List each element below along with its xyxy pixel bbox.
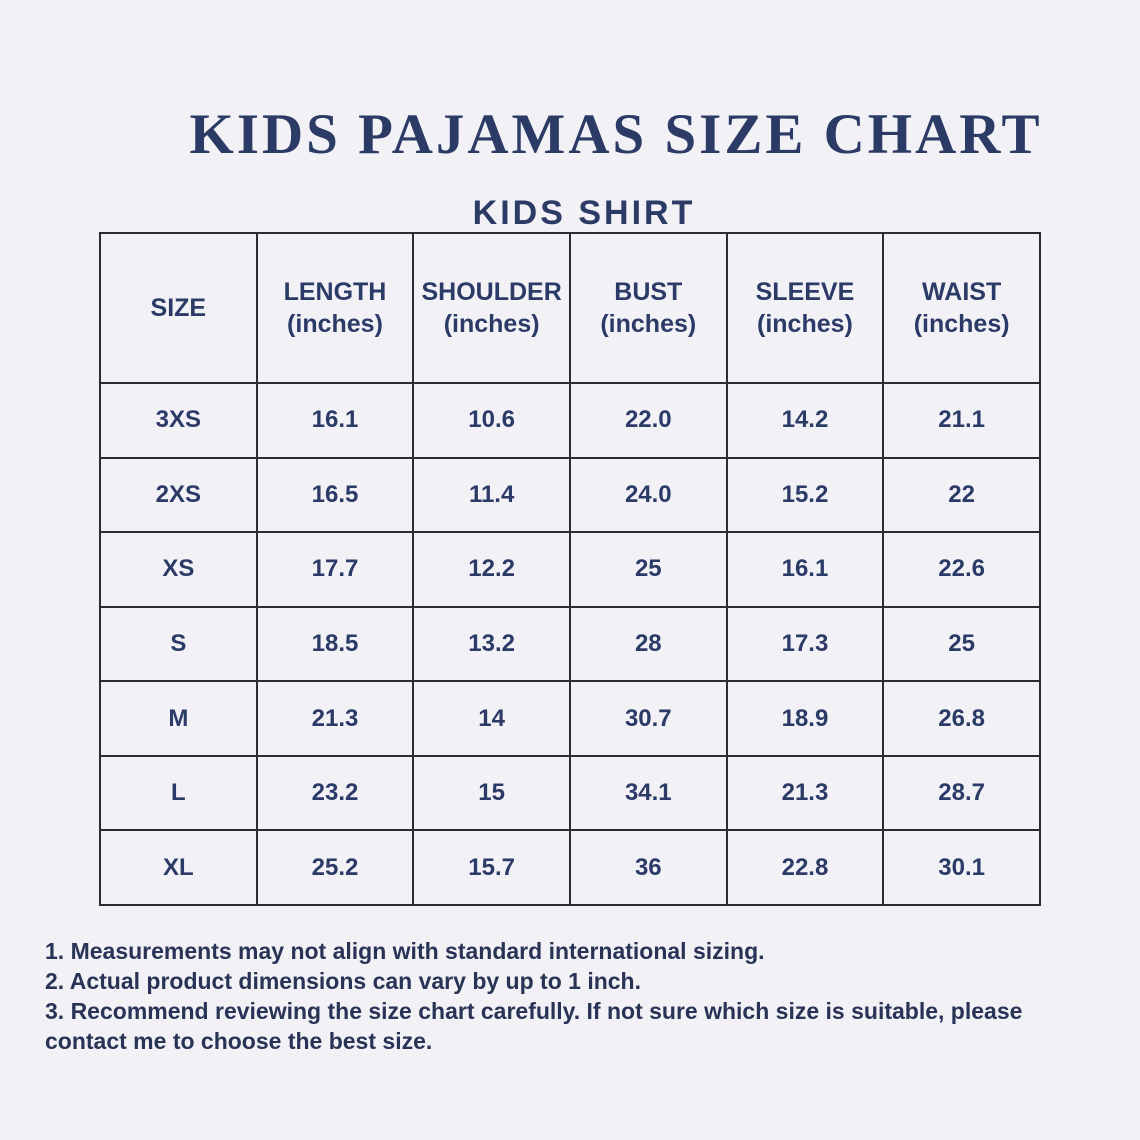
page-title: KIDS PAJAMAS SIZE CHART (189, 103, 1043, 167)
column-unit: (inches) (913, 310, 1010, 338)
sleeve-cell: 22.8 (725, 829, 885, 906)
table-row-xl: XL 25.2 15.7 36 22.8 30.1 (99, 829, 1041, 906)
shoulder-cell: 13.2 (412, 605, 571, 683)
size-cell: M (99, 680, 258, 757)
waist-cell: 30.1 (882, 829, 1041, 906)
column-header-length: LENGTH (inches) (255, 232, 415, 384)
sleeve-cell: 18.9 (725, 680, 885, 757)
length-cell: 18.5 (255, 605, 415, 683)
column-label: SIZE (150, 293, 207, 322)
column-header-bust: BUST (inches) (568, 232, 728, 384)
note-1: 1. Measurements may not align with stand… (45, 938, 765, 964)
bust-cell: 36 (568, 829, 728, 906)
size-cell: XL (99, 829, 258, 906)
length-cell: 21.3 (255, 680, 415, 757)
bust-cell: 25 (568, 531, 728, 608)
column-header-waist: WAIST (inches) (882, 232, 1041, 384)
table-row-3xs: 3XS 16.1 10.6 22.0 14.2 21.1 (99, 382, 1041, 459)
size-chart-body: 3XS 16.1 10.6 22.0 14.2 21.1 2XS 16.5 11… (99, 382, 1041, 906)
column-unit: (inches) (287, 310, 383, 338)
page-subtitle: KIDS SHIRT (472, 194, 696, 233)
size-cell: 3XS (99, 382, 258, 459)
size-cell: L (99, 754, 258, 832)
column-label: WAIST (922, 277, 1002, 306)
table-row-xs: XS 17.7 12.2 25 16.1 22.6 (99, 531, 1041, 608)
column-unit: (inches) (757, 310, 853, 338)
length-cell: 23.2 (255, 754, 415, 832)
column-unit: (inches) (600, 310, 697, 338)
waist-cell: 22 (882, 456, 1041, 534)
sleeve-cell: 15.2 (725, 456, 885, 534)
bust-cell: 22.0 (568, 382, 728, 459)
header-row: SIZE LENGTH (inches) SHOULDER (inches) B… (99, 232, 1041, 384)
column-header-size: SIZE (99, 232, 258, 384)
note-3: 3. Recommend reviewing the size chart ca… (45, 998, 1023, 1054)
table-row-m: M 21.3 14 30.7 18.9 26.8 (99, 680, 1041, 757)
sleeve-cell: 14.2 (725, 382, 885, 459)
bust-cell: 34.1 (568, 754, 728, 832)
size-chart-table: SIZE LENGTH (inches) SHOULDER (inches) B… (99, 232, 1041, 906)
shoulder-cell: 15 (412, 754, 571, 832)
bust-cell: 28 (568, 605, 728, 683)
size-cell: XS (99, 531, 258, 608)
waist-cell: 22.6 (882, 531, 1041, 608)
column-header-shoulder: SHOULDER (inches) (412, 232, 571, 384)
column-label: SLEEVE (755, 277, 855, 306)
sleeve-cell: 16.1 (725, 531, 885, 608)
shoulder-cell: 15.7 (412, 829, 571, 906)
table-row-l: L 23.2 15 34.1 21.3 28.7 (99, 754, 1041, 832)
length-cell: 16.1 (255, 382, 415, 459)
column-label: SHOULDER (421, 277, 562, 306)
bust-cell: 30.7 (568, 680, 728, 757)
size-cell: S (99, 605, 258, 683)
column-unit: (inches) (443, 310, 540, 338)
waist-cell: 25 (882, 605, 1041, 683)
shoulder-cell: 10.6 (412, 382, 571, 459)
table-row-2xs: 2XS 16.5 11.4 24.0 15.2 22 (99, 456, 1041, 534)
column-header-sleeve: SLEEVE (inches) (725, 232, 885, 384)
length-cell: 17.7 (255, 531, 415, 608)
shoulder-cell: 11.4 (412, 456, 571, 534)
length-cell: 25.2 (255, 829, 415, 906)
note-2: 2. Actual product dimensions can vary by… (45, 968, 641, 994)
shoulder-cell: 14 (412, 680, 571, 757)
table-row-s: S 18.5 13.2 28 17.3 25 (99, 605, 1041, 683)
waist-cell: 26.8 (882, 680, 1041, 757)
bust-cell: 24.0 (568, 456, 728, 534)
footer-notes: 1. Measurements may not align with stand… (45, 936, 1107, 1056)
sleeve-cell: 17.3 (725, 605, 885, 683)
column-label: BUST (614, 277, 683, 306)
sleeve-cell: 21.3 (725, 754, 885, 832)
size-cell: 2XS (99, 456, 258, 534)
size-chart-header: SIZE LENGTH (inches) SHOULDER (inches) B… (99, 232, 1041, 384)
column-label: LENGTH (283, 277, 387, 306)
waist-cell: 28.7 (882, 754, 1041, 832)
length-cell: 16.5 (255, 456, 415, 534)
shoulder-cell: 12.2 (412, 531, 571, 608)
waist-cell: 21.1 (882, 382, 1041, 459)
